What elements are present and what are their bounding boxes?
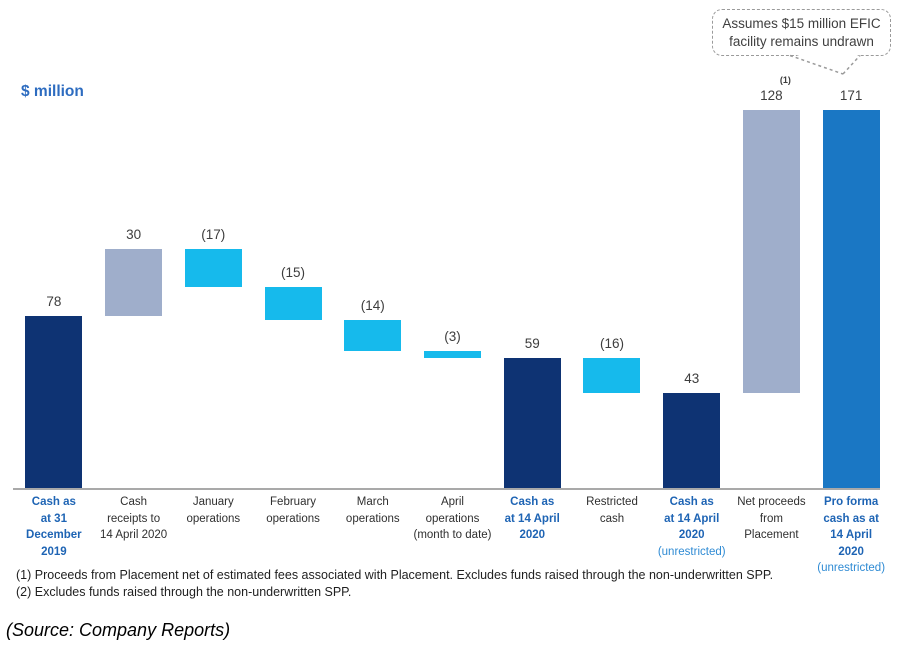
category-label-line: February bbox=[270, 496, 317, 508]
category-label-line: 14 April 2020 bbox=[100, 529, 168, 541]
category-label-line: 2020 bbox=[838, 545, 864, 558]
footnote-ref: (1) bbox=[779, 75, 791, 85]
category-label-line: Cash as bbox=[669, 496, 714, 508]
x-axis-category-label: Restricted cash bbox=[566, 494, 658, 527]
category-label-line: operations bbox=[186, 512, 241, 525]
waterfall-bar bbox=[663, 392, 721, 488]
category-label-line: April bbox=[440, 496, 464, 508]
category-label-line: 2019 bbox=[41, 545, 67, 558]
x-axis-category-label: Cash as at 14 April 2020 (unrestricted) bbox=[646, 494, 738, 560]
bar-value-label: 171 bbox=[839, 88, 863, 103]
waterfall-bar bbox=[184, 249, 242, 287]
category-label-line: cash bbox=[599, 512, 625, 525]
x-axis-category-label: Net proceeds from Placement bbox=[725, 494, 817, 544]
category-label-line: Restricted bbox=[586, 496, 638, 508]
category-label-suffix: (unrestricted) bbox=[657, 545, 726, 558]
axis-unit-label: $ million bbox=[21, 83, 84, 100]
x-axis-category-label: January operations bbox=[167, 494, 259, 527]
waterfall-bar bbox=[583, 357, 641, 393]
category-label-line: March bbox=[356, 496, 389, 508]
category-label-line: cash as at bbox=[823, 512, 879, 525]
footnote-1: (1) Proceeds from Placement net of estim… bbox=[16, 568, 774, 582]
waterfall-bar bbox=[742, 110, 800, 393]
x-axis-category-label: Cash receipts to 14 April 2020 bbox=[88, 494, 180, 544]
x-axis-category-label: Pro forma cash as at 14 April 2020 (unrestri… bbox=[805, 494, 897, 577]
waterfall-bar bbox=[264, 286, 322, 320]
waterfall-bar bbox=[25, 315, 83, 488]
footnotes: (1) Proceeds from Placement net of estim… bbox=[16, 567, 773, 600]
x-axis-category-label: April operations (month to date) bbox=[407, 494, 499, 544]
x-axis-category-label: Cash as at 14 April 2020 bbox=[486, 494, 578, 544]
x-axis-category-label: February operations bbox=[247, 494, 339, 527]
callout-bubble: Assumes $15 million EFIC facility remain… bbox=[712, 9, 891, 56]
waterfall-bar bbox=[424, 350, 481, 358]
category-label-line: 14 April bbox=[830, 529, 873, 541]
waterfall-bar bbox=[105, 249, 163, 316]
x-axis-category-label: March operations bbox=[327, 494, 419, 527]
x-axis-category-label: Cash as at 31 December 2019 bbox=[8, 494, 100, 560]
category-label-line: Cash as bbox=[510, 496, 555, 508]
category-label-line: (month to date) bbox=[413, 529, 492, 541]
category-label-line: Cash bbox=[120, 496, 148, 508]
category-label-suffix: (unrestricted) bbox=[817, 562, 886, 574]
callout-tail-icon bbox=[789, 53, 861, 75]
category-label-line: 2020 bbox=[519, 529, 546, 541]
bar-value-label: 59 bbox=[524, 335, 540, 351]
category-label-line: 2020 bbox=[678, 529, 705, 541]
waterfall-bar bbox=[822, 110, 880, 488]
bar-value-label: (3) bbox=[444, 328, 461, 344]
category-label-line: Net proceeds bbox=[737, 496, 806, 508]
bar-value-label: (16) bbox=[599, 335, 624, 351]
bar-value-label: (14) bbox=[360, 298, 385, 313]
category-label-line: Cash as bbox=[31, 496, 76, 508]
category-label-line: January bbox=[192, 496, 234, 508]
bar-value-label: 43 bbox=[684, 370, 700, 386]
category-label-line: Pro forma bbox=[823, 496, 879, 508]
waterfall-bar bbox=[344, 320, 402, 351]
footnote-2: (2) Excludes funds raised through the no… bbox=[16, 584, 352, 599]
category-label-line: Placement bbox=[744, 529, 799, 541]
category-label-line: December bbox=[26, 529, 82, 541]
x-axis-line bbox=[13, 488, 880, 490]
category-label-line: operations bbox=[266, 512, 320, 525]
category-label-line: receipts to bbox=[107, 512, 161, 525]
category-label-line: at 14 April bbox=[664, 512, 720, 525]
category-label-line: from bbox=[759, 512, 783, 525]
category-label-line: operations bbox=[425, 512, 480, 525]
callout-text: Assumes $15 million EFIC facility remain… bbox=[722, 15, 881, 49]
bar-value-label: (17) bbox=[201, 227, 226, 243]
waterfall-bar bbox=[503, 357, 561, 488]
source-caption: (Source: Company Reports) bbox=[6, 620, 231, 640]
bar-value-label: 30 bbox=[126, 227, 142, 243]
category-label-line: operations bbox=[345, 512, 400, 525]
bar-value-label: 128 bbox=[760, 88, 783, 103]
bar-value-label: (15) bbox=[281, 264, 306, 280]
category-label-line: at 31 bbox=[40, 512, 67, 525]
bar-value-label: 78 bbox=[46, 293, 62, 309]
category-label-line: at 14 April bbox=[504, 512, 560, 525]
